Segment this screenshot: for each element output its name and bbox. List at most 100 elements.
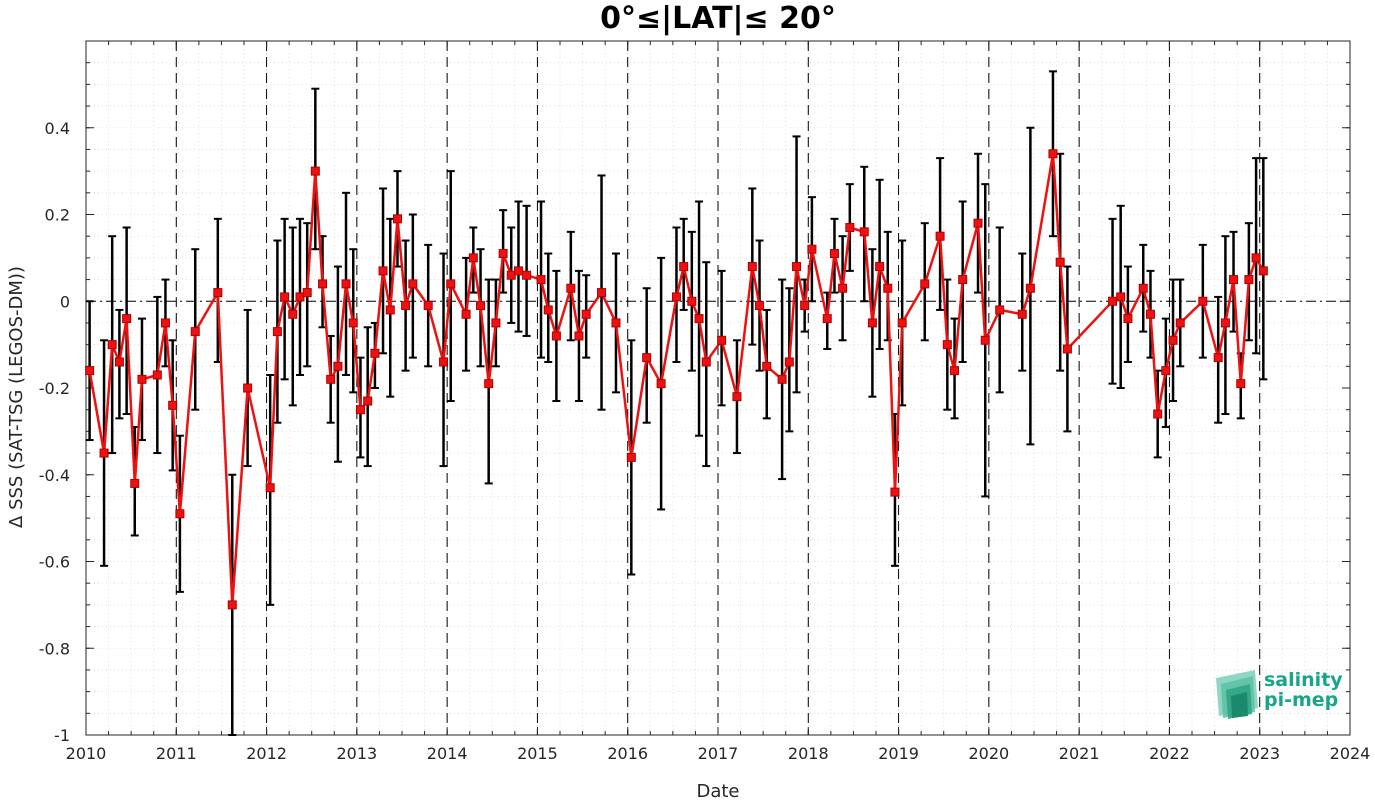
data-point-marker xyxy=(642,353,652,363)
data-point-marker xyxy=(950,366,960,376)
data-point-marker xyxy=(875,262,885,272)
data-point-marker xyxy=(1108,296,1118,306)
data-point-marker xyxy=(890,487,900,497)
y-tick-label: 0 xyxy=(60,292,70,311)
data-point-marker xyxy=(190,327,200,337)
data-point-marker xyxy=(935,231,945,241)
data-point-marker xyxy=(484,379,494,389)
data-point-marker xyxy=(883,283,893,293)
data-point-marker xyxy=(701,357,711,367)
y-axis-title: Δ SSS (SAT-TSG (LEGOS-DM)) xyxy=(6,266,27,528)
x-tick-label: 2016 xyxy=(607,744,648,763)
data-point-marker xyxy=(626,452,636,462)
data-point-marker xyxy=(829,249,839,259)
x-tick-labels: 2010 2011 2012 2013 2014 2015 2016 2017 2018 2019… xyxy=(66,744,1371,763)
data-point-marker xyxy=(498,249,508,259)
data-point-marker xyxy=(958,275,968,285)
data-point-marker xyxy=(513,266,523,276)
x-tick-label: 2012 xyxy=(246,744,287,763)
data-point-marker xyxy=(784,357,794,367)
data-point-marker xyxy=(1229,275,1239,285)
data-point-marker xyxy=(137,374,147,384)
data-point-marker xyxy=(213,288,223,298)
data-point-marker xyxy=(867,318,877,328)
data-point-marker xyxy=(468,253,478,263)
data-point-marker xyxy=(370,348,380,358)
data-point-marker xyxy=(671,292,681,302)
data-point-marker xyxy=(392,214,402,224)
data-point-marker xyxy=(1244,275,1254,285)
data-point-marker xyxy=(1220,318,1230,328)
y-tick-label: -0.2 xyxy=(39,379,70,398)
data-point-marker xyxy=(1017,309,1027,319)
data-point-marker xyxy=(995,305,1005,315)
data-point-marker xyxy=(679,262,689,272)
x-tick-label: 2018 xyxy=(788,744,829,763)
x-tick-label: 2019 xyxy=(878,744,919,763)
data-point-marker xyxy=(574,331,584,341)
data-point-marker xyxy=(99,448,109,458)
data-point-marker xyxy=(1145,309,1155,319)
data-point-marker xyxy=(656,379,666,389)
data-point-marker xyxy=(762,361,772,371)
x-tick-label: 2013 xyxy=(336,744,377,763)
data-point-marker xyxy=(536,275,546,285)
data-point-marker xyxy=(777,374,787,384)
data-point-marker xyxy=(122,314,132,324)
logo-text-line1: salinity xyxy=(1264,669,1343,691)
data-point-marker xyxy=(1251,253,1261,263)
data-point-marker xyxy=(476,301,486,311)
data-point-marker xyxy=(859,227,869,237)
data-point-marker xyxy=(1055,257,1065,267)
x-tick-label: 2021 xyxy=(1059,744,1100,763)
salinity-pi-mep-logo: salinity pi-mep xyxy=(1216,669,1343,719)
data-point-marker xyxy=(822,314,832,324)
data-point-marker xyxy=(1213,353,1223,363)
y-tick-labels: -1 -0.8 -0.6 -0.4 -0.2 0 0.2 0.4 xyxy=(39,119,70,745)
x-tick-label: 2017 xyxy=(698,744,739,763)
data-point-marker xyxy=(272,327,282,337)
data-point-marker xyxy=(160,318,170,328)
data-point-marker xyxy=(597,288,607,298)
data-markers xyxy=(85,149,1268,610)
data-point-marker xyxy=(401,301,411,311)
x-tick-label: 2024 xyxy=(1330,744,1371,763)
data-point-marker xyxy=(310,166,320,176)
data-point-marker xyxy=(1025,283,1035,293)
data-point-marker xyxy=(897,318,907,328)
data-point-marker xyxy=(348,318,358,328)
data-point-marker xyxy=(551,331,561,341)
data-point-marker xyxy=(973,218,983,228)
data-point-marker xyxy=(243,383,253,393)
chart-title: 0°≤|LAT|≤ 20° xyxy=(600,1,836,36)
year-separator-lines xyxy=(175,41,1261,735)
y-tick-label: 0.4 xyxy=(45,119,70,138)
data-point-marker xyxy=(611,318,621,328)
data-point-marker xyxy=(446,279,456,289)
axis-ticks xyxy=(85,40,1351,736)
y-tick-label: 0.2 xyxy=(45,206,70,225)
data-point-marker xyxy=(838,283,848,293)
data-point-marker xyxy=(581,309,591,319)
data-point-marker xyxy=(363,396,373,406)
data-point-marker xyxy=(792,262,802,272)
data-point-marker xyxy=(302,288,312,298)
data-point-marker xyxy=(566,283,576,293)
data-point-marker xyxy=(687,296,697,306)
data-point-marker xyxy=(130,478,140,488)
data-point-marker xyxy=(85,366,95,376)
data-point-marker xyxy=(491,318,501,328)
x-tick-label: 2011 xyxy=(156,744,197,763)
data-point-marker xyxy=(1048,149,1058,159)
data-point-marker xyxy=(1138,283,1148,293)
wave-logo-icon xyxy=(1216,670,1258,719)
data-point-marker xyxy=(1062,344,1072,354)
data-point-marker xyxy=(333,361,343,371)
data-point-marker xyxy=(717,335,727,345)
data-point-marker xyxy=(378,266,388,276)
data-point-marker xyxy=(1153,409,1163,419)
data-point-marker xyxy=(423,301,433,311)
data-point-marker xyxy=(1236,379,1246,389)
